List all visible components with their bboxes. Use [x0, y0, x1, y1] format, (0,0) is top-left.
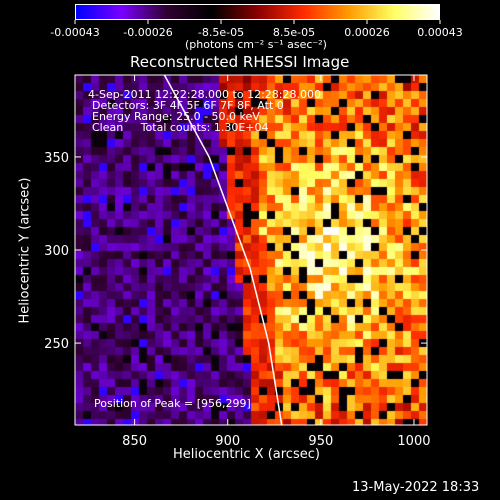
x-tick-label: 850: [122, 434, 147, 449]
y-tick-label: 250: [44, 337, 69, 352]
info-line-counts: Clean Total counts: 1.30E+04: [92, 121, 269, 134]
colorbar-tick-label: -0.00026: [123, 26, 172, 39]
colorbar-tick-label: -0.00043: [50, 26, 99, 39]
chart-title: Reconstructed RHESSI Image: [130, 53, 350, 71]
colorbar: [75, 4, 440, 20]
colorbar-unit-label: (photons cm⁻² s⁻¹ asec⁻²): [185, 38, 327, 51]
plot-area: 4-Sep-2011 12:22:28.000 to 12:28:28.000 …: [75, 75, 427, 425]
colorbar-tick-label: 0.00043: [417, 26, 463, 39]
y-tick-label: 300: [44, 244, 69, 259]
colorbar-tick-label: 8.5e-05: [273, 26, 315, 39]
x-axis-label: Heliocentric X (arcsec): [173, 447, 320, 462]
colorbar-tick-label: -8.5e-05: [198, 26, 244, 39]
colorbar-tick-label: 0.00026: [344, 26, 390, 39]
y-axis-label: Heliocentric Y (arcsec): [17, 177, 33, 324]
peak-position-label: Position of Peak = [956,299]: [94, 397, 251, 410]
footer-timestamp: 13-May-2022 18:33: [352, 480, 480, 495]
y-tick-label: 350: [44, 151, 69, 166]
x-tick-label: 1000: [397, 434, 430, 449]
colorbar-ticks: -0.00043 -0.00026 -8.5e-05 8.5e-05 0.00026 0.…: [50, 20, 463, 39]
